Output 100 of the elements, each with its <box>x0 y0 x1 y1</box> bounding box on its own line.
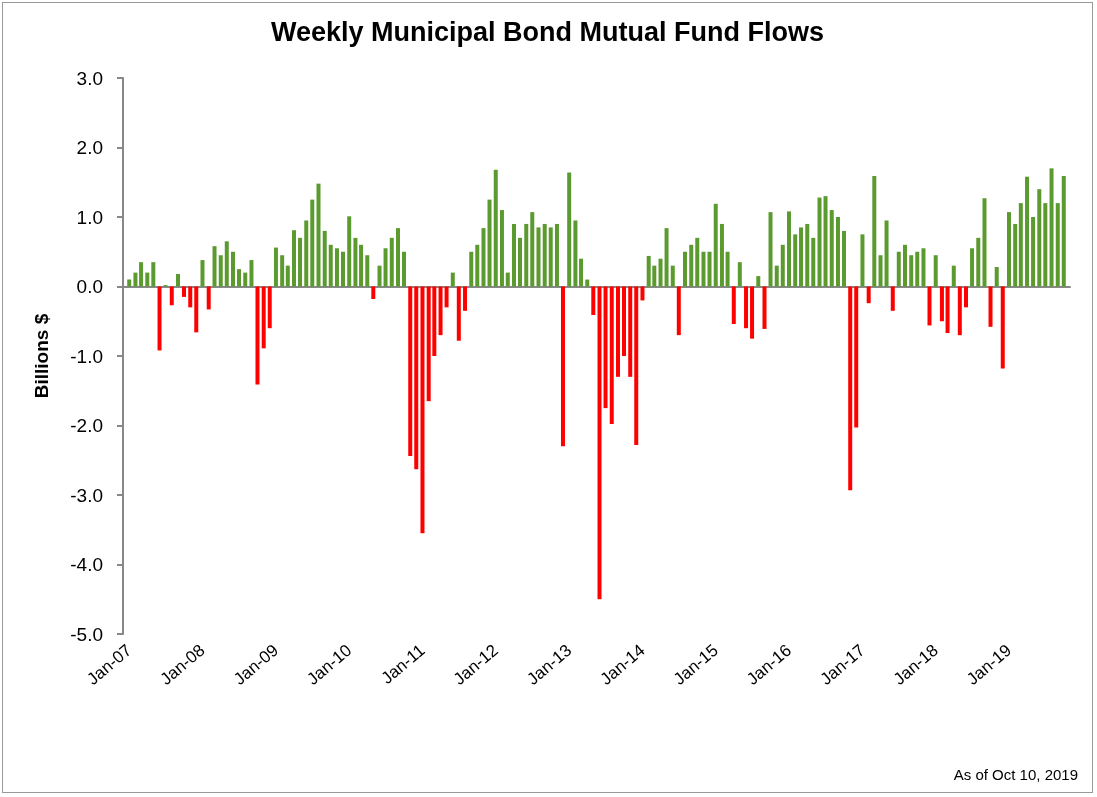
bar <box>1018 203 1023 287</box>
bar <box>389 237 394 287</box>
bar <box>554 223 559 287</box>
bar <box>218 255 223 287</box>
bar <box>982 198 987 287</box>
bar <box>347 216 352 287</box>
bar <box>793 234 798 287</box>
bar <box>475 244 480 287</box>
bar <box>249 260 254 287</box>
bar <box>365 255 370 287</box>
bar <box>579 258 584 287</box>
bar <box>585 279 590 287</box>
bar <box>701 251 706 287</box>
bar <box>609 286 614 425</box>
bar <box>933 255 938 287</box>
bar <box>560 286 565 447</box>
bar <box>322 230 327 287</box>
y-tick-label: 1.0 <box>76 206 103 228</box>
bar <box>139 262 144 287</box>
bar <box>206 286 211 310</box>
bar <box>1031 217 1036 287</box>
bar <box>487 199 492 287</box>
bar <box>805 223 810 287</box>
bar <box>328 244 333 287</box>
bar <box>689 244 694 287</box>
bar <box>145 272 150 287</box>
bar <box>536 227 541 287</box>
bar <box>622 286 626 356</box>
bar <box>573 220 578 287</box>
bar <box>280 255 285 287</box>
bar <box>505 272 510 287</box>
bar <box>444 286 449 308</box>
bar <box>157 286 162 351</box>
bar <box>524 223 529 287</box>
bar <box>713 203 718 287</box>
bar <box>970 248 975 287</box>
bar <box>542 223 547 287</box>
bar <box>915 251 920 287</box>
bar <box>866 286 871 304</box>
bar <box>463 286 468 311</box>
text: As of Oct 10, 2019 <box>953 766 1079 783</box>
bar <box>298 237 303 287</box>
bar <box>725 251 730 287</box>
bar <box>450 272 455 287</box>
y-axis-title: Billions $ <box>31 313 52 399</box>
y-tick-label: 2.0 <box>76 137 103 158</box>
bar <box>976 237 981 287</box>
bar <box>848 286 853 491</box>
bar <box>603 286 608 409</box>
bar <box>1043 203 1048 287</box>
bar <box>591 286 596 315</box>
bar <box>493 169 498 287</box>
bar <box>903 244 908 287</box>
bar <box>340 251 345 287</box>
bar <box>243 272 248 287</box>
bar <box>750 286 755 339</box>
bar <box>909 255 914 287</box>
bar <box>664 228 669 287</box>
bar <box>1006 212 1011 287</box>
bar <box>1013 223 1018 287</box>
bar <box>255 286 260 385</box>
bar <box>628 286 633 377</box>
bar <box>829 210 834 287</box>
bar <box>890 286 895 311</box>
bar <box>762 286 767 329</box>
bar <box>945 286 950 334</box>
bar <box>224 241 229 287</box>
bar <box>615 286 620 377</box>
bar <box>567 172 572 287</box>
bar <box>780 244 785 287</box>
y-tick-label: -1.0 <box>70 345 103 367</box>
bar <box>860 234 865 287</box>
bar <box>756 276 761 287</box>
bar <box>169 286 174 306</box>
bar <box>957 286 962 336</box>
bar <box>964 286 969 308</box>
bar <box>768 212 773 287</box>
bar <box>841 230 846 287</box>
bar <box>854 286 859 428</box>
bar <box>420 286 425 534</box>
bar <box>383 248 388 287</box>
bar <box>817 197 822 287</box>
bar <box>481 228 486 287</box>
bar <box>530 212 535 287</box>
bar <box>658 258 663 287</box>
bar <box>951 265 956 287</box>
bar <box>774 265 779 287</box>
bar <box>927 286 932 326</box>
bar <box>695 237 700 287</box>
bar <box>310 199 315 287</box>
bar <box>939 286 944 322</box>
bar <box>469 251 474 287</box>
bar <box>731 286 736 325</box>
bar <box>395 228 400 287</box>
bar <box>597 286 602 600</box>
bar <box>634 286 639 445</box>
bar <box>1049 168 1054 287</box>
bar <box>823 196 828 287</box>
bar <box>377 265 382 287</box>
bar <box>316 183 321 287</box>
